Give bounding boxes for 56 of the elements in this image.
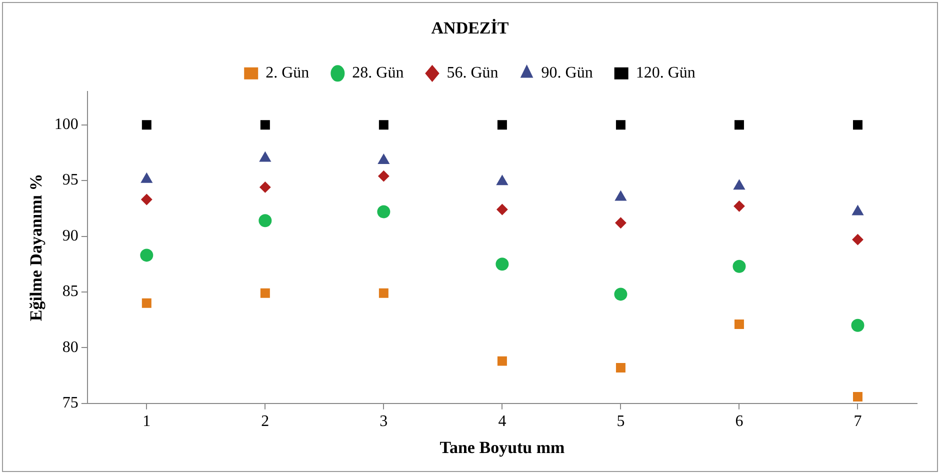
x-tick-label: 2: [261, 413, 270, 430]
x-tick-label: 4: [498, 413, 506, 430]
point: [853, 392, 862, 402]
point: [140, 248, 154, 262]
point: [142, 298, 152, 308]
y-tick-label: 75: [62, 394, 78, 412]
point: [853, 120, 862, 130]
point: [496, 258, 509, 271]
y-axis-title: Eğilme Dayanımı %: [26, 174, 46, 322]
point: [734, 320, 744, 330]
point: [141, 194, 152, 205]
point: [851, 318, 864, 332]
point: [616, 120, 626, 130]
x-axis-title: Tane Boyutu mm: [440, 438, 565, 458]
point: [260, 120, 270, 130]
point: [497, 356, 507, 366]
point: [734, 180, 745, 190]
legend-label: 56. Gün: [446, 64, 498, 82]
legend-label: 90. Gün: [541, 64, 593, 82]
legend-label: 120. Gün: [636, 64, 696, 82]
point: [497, 120, 507, 130]
point: [258, 214, 272, 228]
point: [734, 200, 745, 212]
point: [615, 190, 626, 201]
point: [378, 170, 390, 182]
chart-title: ANDEZİT: [431, 18, 510, 38]
point: [378, 288, 388, 298]
point: [615, 217, 626, 228]
legend-label: 28. Gün: [352, 64, 404, 82]
point: [852, 234, 864, 246]
point: [377, 205, 390, 218]
y-tick-label: 80: [62, 338, 78, 356]
point: [852, 205, 864, 216]
point: [496, 204, 508, 216]
point: [378, 154, 390, 164]
y-tick-label: 100: [54, 116, 78, 134]
point: [496, 175, 508, 186]
x-tick-label: 5: [616, 413, 625, 430]
y-tick-label: 95: [62, 172, 78, 189]
point: [260, 288, 270, 298]
point: [260, 182, 271, 193]
point: [142, 120, 152, 130]
x-tick-label: 3: [380, 413, 388, 430]
point: [140, 172, 152, 183]
legend-label: 2. Gün: [266, 64, 310, 82]
y-tick-label: 90: [62, 227, 78, 244]
point: [259, 152, 271, 162]
x-tick-label: 1: [142, 413, 151, 430]
x-tick-label: 6: [735, 413, 744, 430]
point: [378, 120, 388, 130]
point: [732, 260, 746, 273]
x-tick-label: 7: [854, 413, 862, 430]
point: [616, 363, 626, 372]
point: [614, 288, 628, 301]
point: [734, 120, 744, 130]
y-tick-label: 85: [62, 283, 78, 300]
